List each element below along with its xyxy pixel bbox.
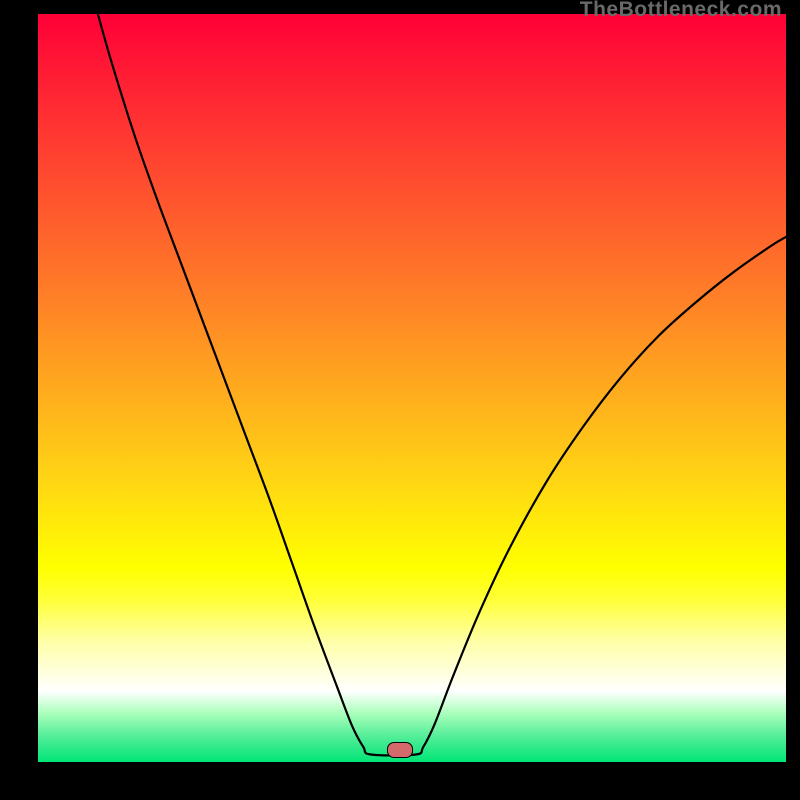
frame-right [786, 0, 800, 800]
frame-bottom [0, 762, 800, 800]
bottleneck-curve [38, 14, 786, 762]
curve-path [98, 14, 786, 755]
watermark-text: TheBottleneck.com [580, 0, 782, 22]
minimum-marker [387, 742, 413, 758]
frame-left [0, 0, 38, 800]
